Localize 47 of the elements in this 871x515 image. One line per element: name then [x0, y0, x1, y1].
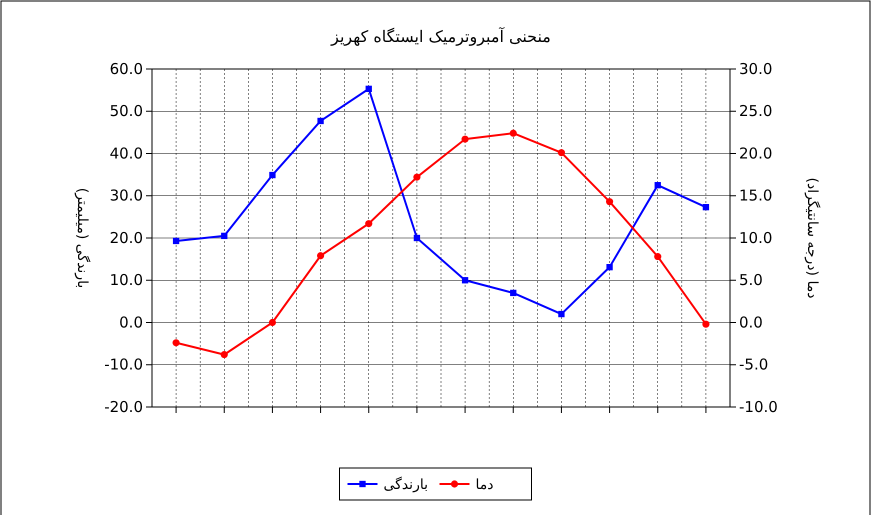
y2-axis-title: دما (درجه سانتیگراد) [804, 178, 821, 298]
y-tick-label: -10.0 [104, 356, 143, 374]
point [462, 277, 468, 284]
y2-tick-label: 10.0 [739, 228, 772, 247]
point [702, 320, 710, 328]
legend-label: دما [476, 477, 494, 493]
y-tick-label: 0.0 [119, 313, 143, 332]
point [317, 252, 324, 260]
y-tick-label: 40.0 [110, 144, 143, 162]
point [606, 264, 613, 270]
point [606, 198, 614, 206]
point [462, 136, 469, 143]
y-tick-label: 10.0 [110, 271, 143, 290]
point [558, 149, 565, 156]
chart-title: منحنی آمبروترمیک ایستگاه کهریز [330, 26, 551, 46]
point [220, 351, 228, 358]
point [414, 234, 420, 242]
y-tick-label: 60.0 [110, 60, 143, 78]
point [558, 310, 565, 318]
y2-tick-label: 25.0 [739, 102, 772, 120]
point [221, 232, 228, 240]
y-tick-label: 20.0 [110, 228, 143, 247]
point [172, 238, 180, 244]
y-tick-label: 30.0 [110, 186, 143, 205]
point [654, 253, 662, 260]
y2-tick-label: 5.0 [739, 271, 763, 290]
point [269, 172, 276, 178]
point [413, 174, 420, 181]
point [510, 290, 516, 296]
point [510, 130, 517, 137]
point [317, 118, 324, 124]
legend-label: بارندگی [384, 476, 428, 493]
y2-tick-label: 20.0 [739, 144, 772, 162]
y2-tick-label: 30.0 [739, 60, 772, 78]
point [654, 182, 661, 188]
point [366, 86, 372, 92]
y2-tick-label: 15.0 [739, 186, 772, 205]
y-axis-title: بارندگی (میلیمتر) [74, 188, 91, 288]
point [172, 339, 180, 346]
y-tick-label: 50.0 [110, 102, 143, 120]
y-tick-label: -20.0 [104, 398, 143, 416]
point [268, 318, 276, 326]
y2-tick-label: -10.0 [739, 398, 778, 416]
point [365, 220, 372, 228]
y2-tick-label: -5.0 [739, 356, 768, 374]
point [702, 204, 710, 210]
y2-tick-label: 0.0 [739, 313, 763, 332]
